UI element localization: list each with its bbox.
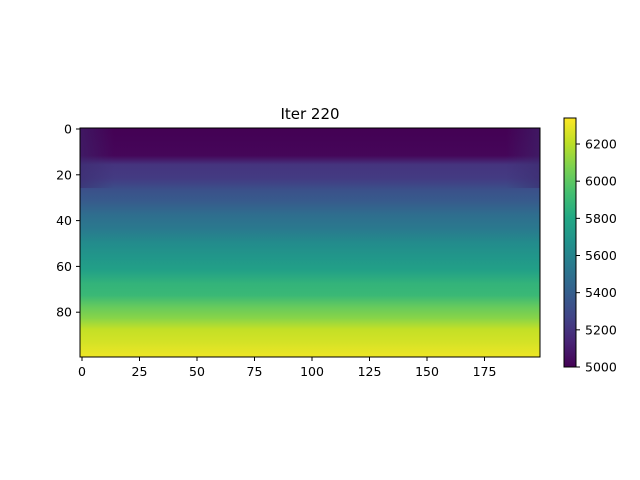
y-tick-label: 80 (56, 305, 72, 320)
colorbar-tick-label: 5800 (585, 211, 617, 226)
x-tick-label: 0 (78, 364, 86, 379)
heatmap-edge-right (506, 128, 540, 188)
colorbar: 5000 5200 5400 5600 5800 6000 6200 (563, 117, 617, 375)
y-tick-label: 20 (56, 167, 72, 182)
x-tick-label: 50 (189, 364, 205, 379)
x-tick-label: 150 (415, 364, 439, 379)
colorbar-frame (563, 117, 577, 368)
heatmap-field (80, 128, 540, 357)
y-tick-label: 0 (64, 122, 72, 137)
heatmap-plot (79, 127, 541, 358)
colorbar-ticks: 5000 5200 5400 5600 5800 6000 6200 (576, 137, 617, 375)
colorbar-tick-label: 6200 (585, 137, 617, 152)
heatmap-edge-left (80, 128, 114, 188)
x-axis-ticks: 0 25 50 75 100 125 150 175 (78, 357, 496, 379)
plot-frame (79, 127, 541, 358)
x-tick-label: 75 (247, 364, 263, 379)
colorbar-tick-label: 6000 (585, 174, 617, 189)
x-tick-label: 175 (473, 364, 497, 379)
colorbar-tick-label: 5200 (585, 322, 617, 337)
y-axis-ticks: 0 20 40 60 80 (56, 122, 80, 320)
y-tick-label: 60 (56, 259, 72, 274)
colorbar-gradient (564, 118, 576, 367)
colorbar-tick-label: 5000 (585, 360, 617, 375)
chart-title: Iter 220 (280, 105, 339, 123)
x-tick-label: 125 (358, 364, 382, 379)
colorbar-tick-label: 5600 (585, 248, 617, 263)
x-tick-label: 25 (132, 364, 148, 379)
colorbar-tick-label: 5400 (585, 285, 617, 300)
y-tick-label: 40 (56, 213, 72, 228)
x-tick-label: 100 (300, 364, 324, 379)
